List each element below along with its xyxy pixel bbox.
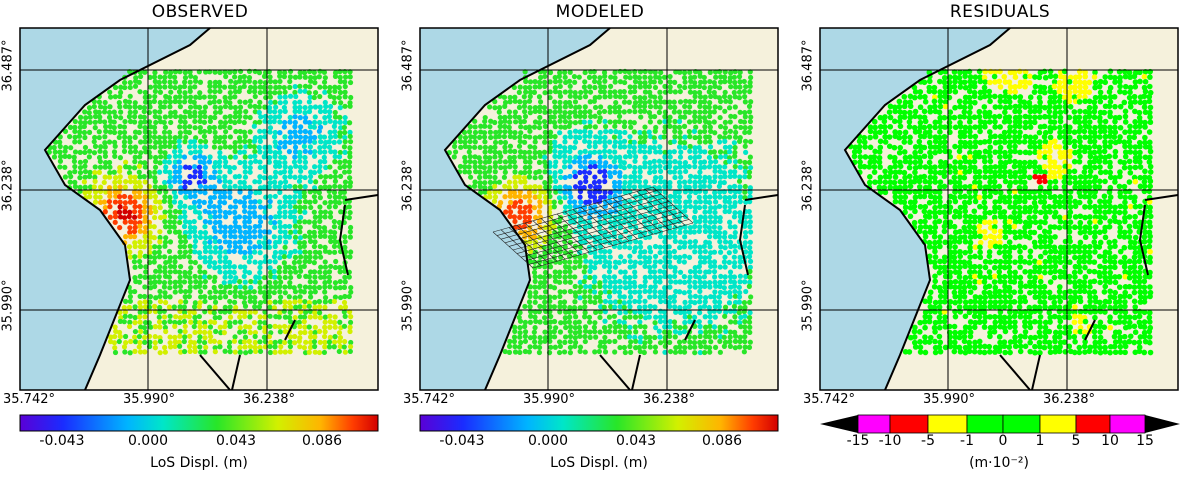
colorbar-label: LoS Displ. (m) bbox=[150, 455, 248, 471]
colorbar-tick: 15 bbox=[1136, 433, 1154, 449]
colorbar-bin bbox=[889, 414, 929, 434]
colorbar-tick: 0.086 bbox=[701, 433, 743, 449]
colorbar-tick: -0.043 bbox=[439, 433, 485, 449]
colorbar-tick: -0.043 bbox=[39, 433, 85, 449]
panel-title: OBSERVED bbox=[151, 2, 249, 22]
map-grid bbox=[820, 28, 1178, 390]
lon-label: 36.238° bbox=[643, 392, 695, 407]
observed-panel: OBSERVED 36.487° 36.238° 35.990° 35.742°… bbox=[0, 0, 400, 480]
map-grid bbox=[420, 28, 778, 390]
lon-label: 35.742° bbox=[403, 392, 455, 407]
colorbar-tick: -1 bbox=[960, 433, 974, 449]
colorbar-tick: 0.086 bbox=[301, 433, 343, 449]
colorbar-bin bbox=[1039, 414, 1077, 434]
colorbar-tick: -10 bbox=[878, 433, 902, 449]
residual-dots bbox=[847, 68, 1154, 356]
colorbar-tick: 10 bbox=[1101, 433, 1119, 449]
lon-label: 35.990° bbox=[523, 392, 575, 407]
lon-label: 36.238° bbox=[243, 392, 295, 407]
colorbar-gradient bbox=[19, 414, 379, 432]
colorbar-extend-min bbox=[820, 415, 858, 433]
residuals-map bbox=[819, 27, 1179, 391]
colorbar-bin bbox=[1109, 414, 1146, 434]
modeled-dots bbox=[446, 68, 754, 356]
modeled-colorbar bbox=[419, 414, 779, 432]
lon-label: 35.742° bbox=[803, 392, 855, 407]
colorbar-tick: 0.000 bbox=[527, 433, 569, 449]
colorbar-tick: 5 bbox=[1071, 433, 1081, 449]
coastline bbox=[43, 27, 379, 391]
colorbar-label: LoS Displ. (m) bbox=[550, 455, 648, 471]
coastline bbox=[843, 27, 1179, 391]
map-frame bbox=[819, 27, 1179, 391]
observed-map bbox=[19, 27, 379, 391]
colorbar-label: (m·10⁻²) bbox=[969, 455, 1029, 471]
panel-title: MODELED bbox=[555, 2, 645, 22]
map-frame bbox=[19, 27, 379, 391]
colorbar-tick: 1 bbox=[1035, 433, 1045, 449]
lon-label: 35.990° bbox=[123, 392, 175, 407]
colorbar-tick: 0.043 bbox=[615, 433, 657, 449]
colorbar-bin bbox=[1002, 414, 1041, 434]
lon-label: 36.238° bbox=[1043, 392, 1095, 407]
colorbar-tick: 0.043 bbox=[215, 433, 257, 449]
map-grid bbox=[20, 28, 378, 390]
colorbar-tick: 0.000 bbox=[127, 433, 169, 449]
observed-dots bbox=[46, 68, 354, 356]
lon-label: 35.990° bbox=[923, 392, 975, 407]
residuals-panel: RESIDUALS 36.487° 36.238° 35.990° 35.742… bbox=[800, 0, 1200, 480]
colorbar-bin bbox=[857, 414, 891, 434]
coastline bbox=[443, 27, 779, 391]
colorbar-tick: 0 bbox=[998, 433, 1008, 449]
colorbar-tick: -5 bbox=[921, 433, 935, 449]
panel-title: RESIDUALS bbox=[949, 2, 1051, 22]
colorbar-extend-max bbox=[1145, 415, 1180, 433]
modeled-map bbox=[419, 27, 779, 391]
colorbar-bin bbox=[966, 414, 1004, 434]
lon-label: 35.742° bbox=[3, 392, 55, 407]
colorbar-gradient bbox=[419, 414, 779, 432]
map-frame bbox=[419, 27, 779, 391]
observed-colorbar bbox=[19, 414, 379, 432]
colorbar-bin bbox=[1075, 414, 1111, 434]
modeled-panel: MODELED 36.487° 36.238° 35.990° 35.742° … bbox=[400, 0, 800, 480]
residuals-colorbar bbox=[820, 414, 1180, 434]
colorbar-bin bbox=[927, 414, 968, 434]
colorbar-tick: -15 bbox=[846, 433, 870, 449]
